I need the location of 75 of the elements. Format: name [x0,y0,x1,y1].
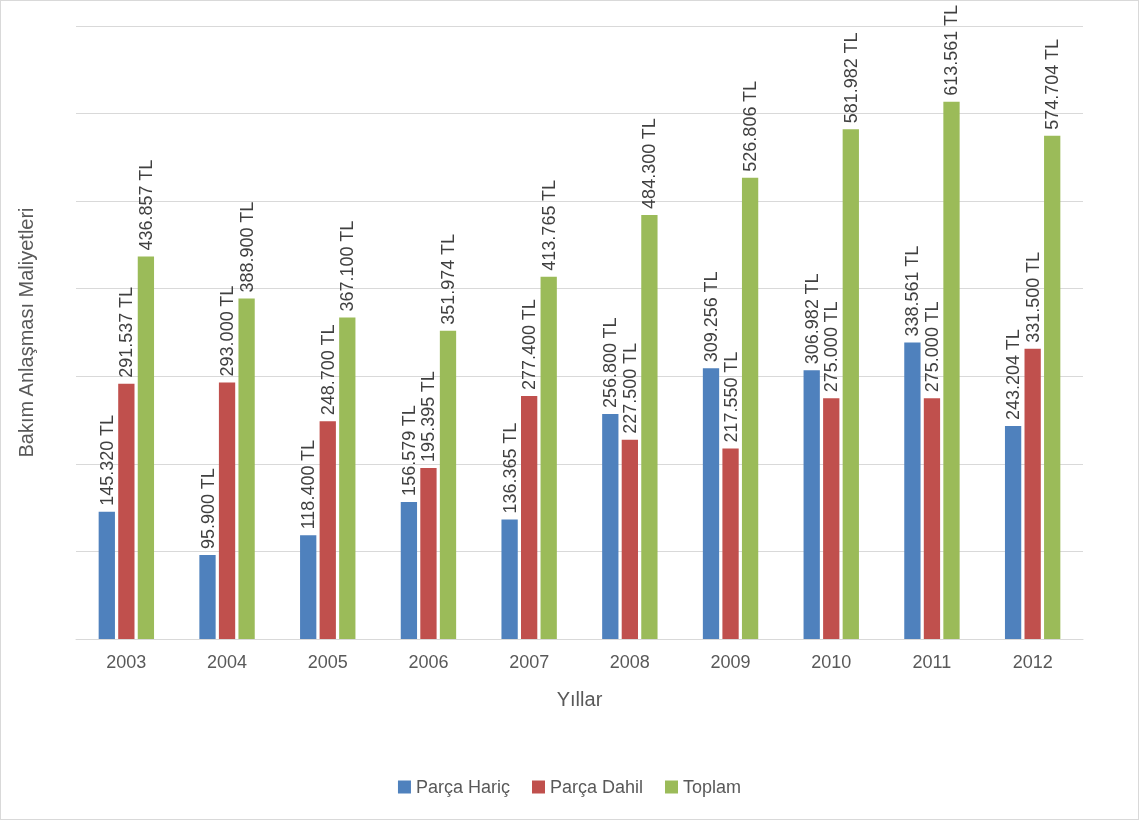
data-label: 217.550 TL [720,351,741,443]
x-tick-label: 2011 [912,652,952,672]
bar [137,256,155,639]
data-label: 367.100 TL [337,220,358,312]
data-label: 248.700 TL [317,324,338,416]
bar [741,177,759,639]
bar [420,467,437,639]
bar [803,370,820,639]
x-tick-label: 2012 [1012,652,1053,672]
bar [540,276,557,639]
bar [641,214,658,639]
x-axis-title: Yıllar [556,688,603,710]
legend-label: Parça Dahil [549,777,644,797]
data-label: 351.974 TL [438,234,458,325]
bar [439,330,457,639]
data-label: 256.800 TL [600,317,621,409]
data-label: 331.500 TL [1022,251,1043,343]
bar [319,421,336,639]
data-label: 118.400 TL [298,439,319,530]
x-tick-label: 2008 [609,652,650,672]
x-tick-label: 2009 [710,652,751,672]
x-tick-label: 2005 [307,652,348,672]
bar [238,298,255,639]
x-tick-label: 2007 [509,652,550,672]
bar [621,439,638,639]
data-label: 243.204 TL [1003,329,1024,421]
data-label: 277.400 TL [519,299,540,391]
data-label: 581.982 TL [840,32,861,124]
bar [521,396,538,639]
x-tick-label: 2006 [408,652,449,672]
bar [300,535,317,639]
data-label: 436.857 TL [135,159,156,251]
data-label: 145.320 TL [96,414,117,506]
bar [199,555,216,639]
data-label: 413.765 TL [538,179,559,271]
y-axis-title: Bakım Anlaşması Maliyetleri [15,207,37,458]
data-label: 275.000 TL [921,301,942,393]
bar [602,414,619,639]
data-label: 195.395 TL [418,371,439,462]
bar [702,368,720,639]
bar [1024,348,1041,639]
data-label: 309.256 TL [701,271,721,363]
legend-label: Parça Hariç [415,777,510,797]
x-tick-label: 2003 [106,652,147,672]
data-label: 291.537 TL [116,286,137,378]
data-label: 156.579 TL [398,405,419,496]
bar [118,383,135,639]
data-label: 613.561 TL [941,4,962,96]
data-label: 574.704 TL [1042,38,1063,130]
bar [842,129,859,639]
data-label: 227.500 TL [619,343,640,434]
data-label: 275.000 TL [821,301,842,393]
x-tick-label: 2004 [207,652,248,672]
bar [722,448,739,639]
bar [400,501,418,639]
bar [339,317,356,639]
data-label: 95.900 TL [197,468,218,550]
data-label: 136.365 TL [499,422,520,514]
bar [904,342,921,639]
bar [823,398,840,639]
bar [501,519,518,639]
data-label: 338.561 TL [902,245,923,337]
bar [98,511,115,639]
bar [218,382,236,639]
data-label: 293.000 TL [217,285,238,377]
bar [1044,135,1061,639]
data-label: 484.300 TL [639,118,660,209]
bar [923,398,941,639]
bar [943,101,960,639]
legend-label: Toplam [683,777,742,797]
bar [1004,426,1022,639]
data-label: 388.900 TL [236,201,257,293]
x-tick-label: 2010 [811,652,852,672]
data-label: 306.982 TL [801,273,822,365]
data-label: 526.806 TL [740,80,761,172]
